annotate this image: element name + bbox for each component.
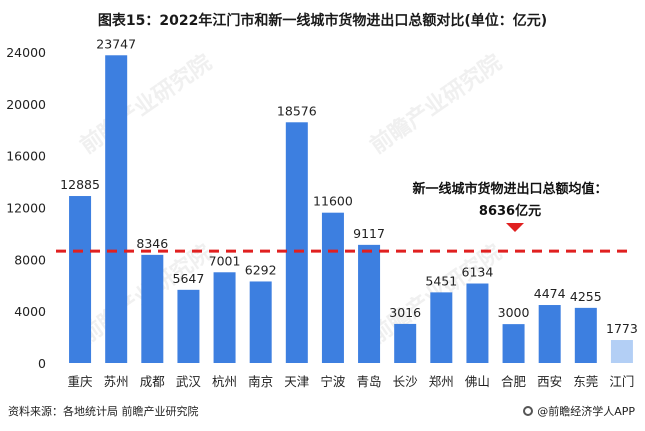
data-label: 3000 bbox=[498, 305, 530, 320]
x-tick-label: 江门 bbox=[609, 374, 634, 389]
y-tick-label: 24000 bbox=[6, 45, 46, 60]
data-label: 4474 bbox=[534, 286, 566, 301]
data-label: 5451 bbox=[425, 273, 457, 288]
y-tick-label: 12000 bbox=[6, 201, 46, 216]
brand-logo-icon bbox=[523, 406, 534, 416]
y-tick-label: 4000 bbox=[14, 304, 46, 319]
data-label: 11600 bbox=[313, 194, 353, 209]
data-label: 8346 bbox=[136, 236, 168, 251]
bar-佛山 bbox=[466, 283, 489, 363]
average-pointer-icon bbox=[506, 223, 524, 232]
x-tick-label: 南京 bbox=[248, 374, 273, 389]
x-tick-label: 重庆 bbox=[68, 374, 94, 389]
bar-宁波 bbox=[321, 212, 344, 363]
x-tick-label: 合肥 bbox=[501, 374, 527, 389]
watermark-1: 前瞻产业研究院 bbox=[75, 49, 216, 159]
data-label: 23747 bbox=[96, 36, 136, 51]
average-label-line1: 新一线城市货物进出口总额均值： bbox=[412, 181, 607, 197]
x-tick-label: 杭州 bbox=[212, 374, 237, 389]
bar-郑州 bbox=[430, 292, 453, 363]
bar-重庆 bbox=[69, 196, 92, 363]
data-label: 4255 bbox=[570, 289, 602, 304]
bar-东莞 bbox=[574, 307, 597, 363]
x-tick-label: 苏州 bbox=[104, 374, 129, 389]
source-note: 资料来源：各地统计局 前瞻产业研究院 bbox=[8, 405, 199, 418]
data-label: 18576 bbox=[277, 103, 317, 118]
x-tick-label: 武汉 bbox=[176, 374, 202, 389]
bar-武汉 bbox=[177, 289, 200, 363]
bar-苏州 bbox=[105, 55, 128, 364]
brand-label: @前瞻经济学人APP bbox=[537, 405, 635, 418]
data-label: 3016 bbox=[389, 305, 421, 320]
x-tick-label: 青岛 bbox=[357, 374, 382, 389]
data-label: 5647 bbox=[173, 271, 205, 286]
bar-天津 bbox=[285, 122, 308, 363]
bar-杭州 bbox=[213, 272, 236, 363]
x-tick-label: 成都 bbox=[140, 374, 166, 389]
bar-南京 bbox=[249, 281, 272, 363]
data-label: 12885 bbox=[60, 177, 100, 192]
data-label: 6292 bbox=[245, 262, 277, 277]
chart-title: 图表15：2022年江门市和新一线城市货物进出口总额对比(单位：亿元) bbox=[97, 13, 548, 29]
y-tick-label: 8000 bbox=[14, 252, 46, 267]
bar-合肥 bbox=[502, 324, 525, 363]
data-label: 7001 bbox=[209, 253, 241, 268]
x-tick-label: 西安 bbox=[537, 374, 562, 389]
x-tick-label: 天津 bbox=[284, 374, 309, 389]
x-tick-label: 宁波 bbox=[320, 374, 346, 389]
bar-青岛 bbox=[358, 244, 381, 363]
x-tick-label: 佛山 bbox=[465, 374, 490, 389]
bar-江门 bbox=[610, 340, 633, 363]
y-tick-label: 20000 bbox=[6, 97, 46, 112]
bar-长沙 bbox=[394, 323, 417, 363]
bar-成都 bbox=[141, 254, 164, 363]
data-label: 6134 bbox=[462, 265, 494, 280]
x-tick-label: 长沙 bbox=[393, 374, 419, 389]
data-label: 1773 bbox=[606, 321, 638, 336]
y-tick-label: 16000 bbox=[6, 149, 46, 164]
average-label-line2: 8636亿元 bbox=[479, 203, 541, 219]
data-label: 9117 bbox=[353, 226, 385, 241]
y-tick-label: 0 bbox=[38, 356, 46, 371]
watermark-2: 前瞻产业研究院 bbox=[365, 49, 506, 159]
bar-西安 bbox=[538, 305, 561, 363]
x-tick-label: 郑州 bbox=[429, 374, 454, 389]
x-tick-label: 东莞 bbox=[573, 374, 598, 389]
brand-credit: @前瞻经济学人APP bbox=[523, 403, 635, 419]
